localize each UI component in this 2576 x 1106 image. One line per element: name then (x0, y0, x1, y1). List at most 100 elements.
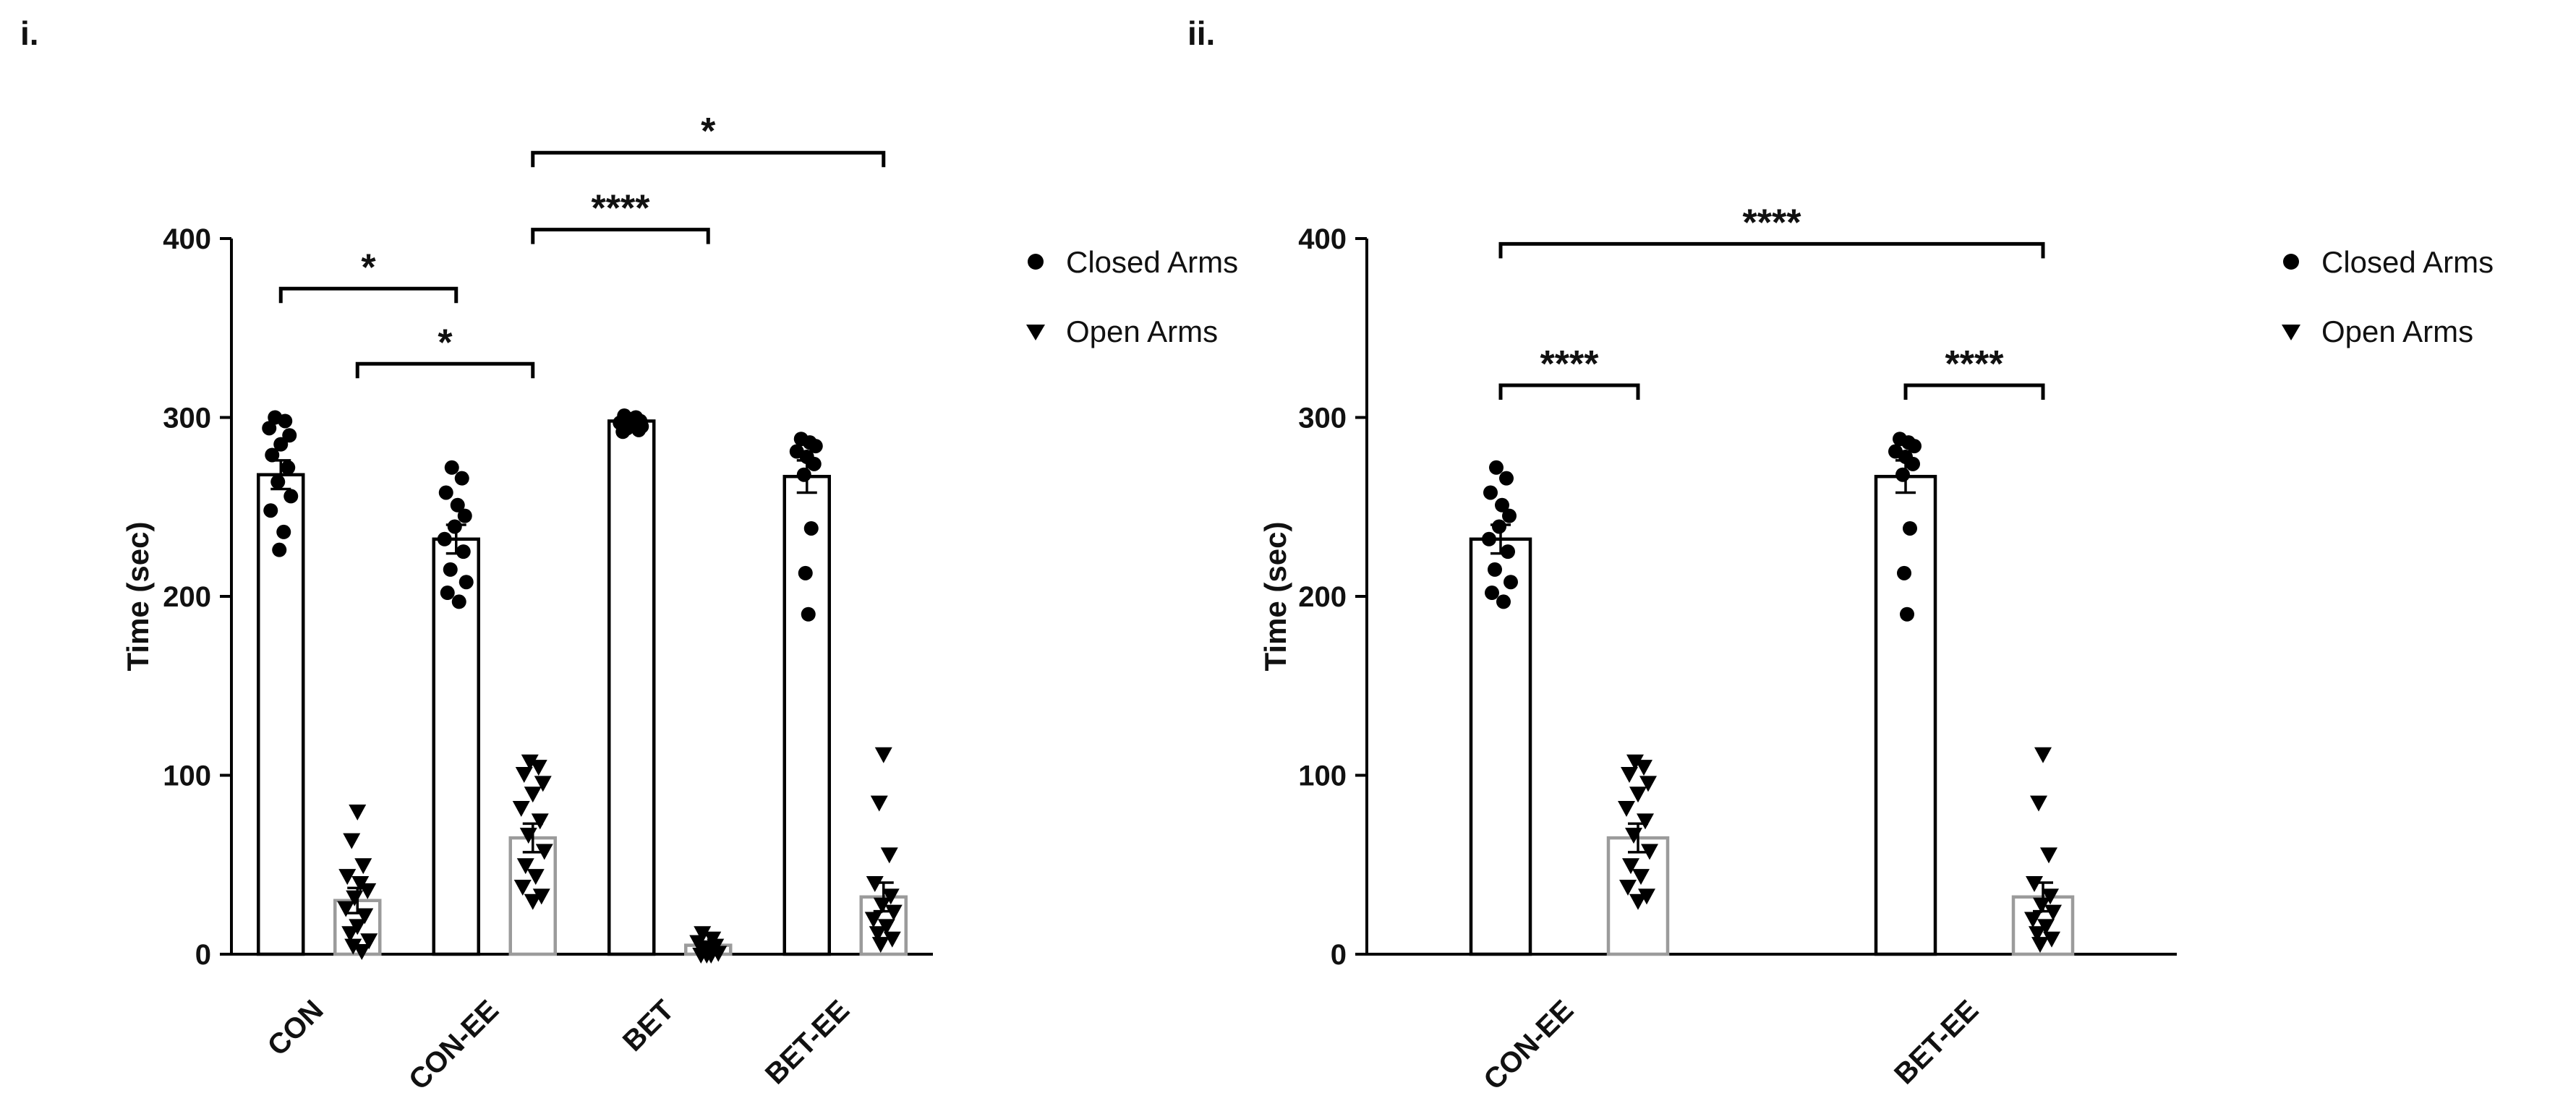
data-point-circle (631, 422, 647, 437)
data-point-triangle (353, 944, 371, 961)
data-point-triangle (2037, 919, 2055, 935)
data-point-triangle (2044, 904, 2062, 921)
y-tick-label: 0 (1331, 939, 1347, 971)
data-point-circle (1900, 606, 1914, 622)
significance-label: **** (1540, 343, 1600, 385)
y-tick-label: 300 (163, 403, 211, 434)
data-point-triangle (2029, 926, 2046, 943)
data-point-triangle (2033, 897, 2050, 914)
data-point-triangle (338, 869, 357, 886)
data-point-triangle (2024, 912, 2042, 928)
legend-marker-triangle (2282, 325, 2300, 340)
data-point-triangle (359, 883, 377, 899)
data-point-triangle (1629, 893, 1647, 910)
data-point-circle (1488, 562, 1502, 577)
legend-label: Open Arms (2321, 314, 2473, 348)
legend-label: Closed Arms (1066, 245, 1238, 279)
significance-bracket (355, 361, 535, 379)
data-point-circle (281, 460, 296, 475)
data-point-circle (1502, 508, 1517, 523)
data-point-triangle (1635, 760, 1652, 776)
panel-label: i. (20, 14, 39, 52)
data-point-triangle (1629, 786, 1647, 803)
significance-bracket (1498, 241, 2045, 259)
data-point-circle (808, 439, 823, 454)
significance-label: **** (1743, 202, 1802, 244)
data-point-circle (615, 424, 631, 440)
y-axis-title: Time (sec) (1258, 522, 1292, 672)
data-point-triangle (531, 813, 549, 830)
data-point-circle (450, 497, 465, 513)
data-point-triangle (343, 833, 361, 849)
data-point-triangle (880, 847, 898, 864)
y-tick-label: 200 (163, 581, 211, 613)
x-category-label: CON-EE (403, 994, 505, 1096)
data-point-triangle (513, 879, 532, 896)
data-point-triangle (524, 893, 542, 910)
y-tick-label: 0 (195, 939, 211, 971)
data-point-circle (1895, 467, 1910, 482)
data-point-circle (440, 586, 455, 601)
data-point-circle (1897, 565, 1911, 580)
data-point-triangle (346, 890, 364, 906)
data-point-circle (454, 471, 469, 486)
data-point-circle (1492, 519, 1506, 534)
data-point-circle (265, 447, 280, 463)
significance-label: **** (1945, 343, 2005, 385)
data-point-triangle (534, 776, 552, 792)
data-point-triangle (535, 844, 553, 860)
data-point-triangle (866, 876, 884, 892)
legend-marker-triangle (1026, 325, 1045, 340)
data-point-circle (1489, 460, 1504, 475)
data-point-triangle (870, 795, 888, 812)
data-point-triangle (519, 828, 537, 844)
data-point-circle (1496, 594, 1511, 609)
data-point-triangle (2042, 888, 2059, 905)
x-category-label: BET (617, 994, 681, 1058)
data-point-triangle (2030, 795, 2047, 812)
data-point-triangle (532, 888, 550, 905)
data-point-circle (806, 456, 822, 471)
data-point-circle (270, 474, 286, 489)
data-point-triangle (515, 767, 533, 784)
data-point-circle (276, 524, 291, 539)
data-point-circle (1504, 575, 1518, 590)
panel-label: ii. (1187, 14, 1215, 52)
x-category-label: CON-EE (1477, 994, 1579, 1096)
data-point-triangle (356, 908, 374, 925)
data-point-circle (803, 520, 819, 536)
data-point-circle (798, 565, 813, 580)
data-point-triangle (1626, 754, 1644, 771)
data-point-triangle (349, 805, 367, 820)
data-point-triangle (1641, 844, 1658, 860)
bar-BET-EE-closed-arms (1874, 474, 1937, 956)
data-point-circle (272, 542, 287, 557)
x-category-label: CON (262, 994, 330, 1062)
x-category-label: BET-EE (759, 994, 856, 1090)
data-point-triangle (344, 938, 362, 955)
data-point-circle (447, 519, 462, 534)
data-point-circle (451, 594, 466, 609)
data-point-triangle (869, 926, 887, 943)
data-point-triangle (864, 912, 882, 928)
data-point-triangle (1625, 828, 1642, 844)
data-point-circle (1903, 520, 1917, 536)
significance-bracket (531, 150, 886, 168)
data-point-triangle (1638, 888, 1655, 905)
panel-i: i. 0 100 200 300 400 Time (sec) CON CON-EE BET BET… (20, 14, 1238, 1096)
data-point-triangle (524, 786, 542, 803)
data-point-triangle (884, 904, 903, 921)
data-point-triangle (337, 901, 355, 917)
y-tick-label: 100 (1298, 760, 1347, 792)
data-point-circle (444, 460, 459, 475)
data-point-triangle (526, 869, 545, 886)
data-point-triangle (1632, 869, 1650, 886)
significance-bracket (1903, 383, 2045, 400)
data-point-triangle (882, 888, 900, 905)
y-tick-label: 300 (1298, 403, 1347, 434)
data-point-triangle (529, 760, 547, 776)
data-point-triangle (1639, 776, 1657, 792)
data-point-circle (1499, 471, 1514, 486)
legend-label: Open Arms (1066, 314, 1218, 348)
data-point-circle (262, 421, 277, 436)
